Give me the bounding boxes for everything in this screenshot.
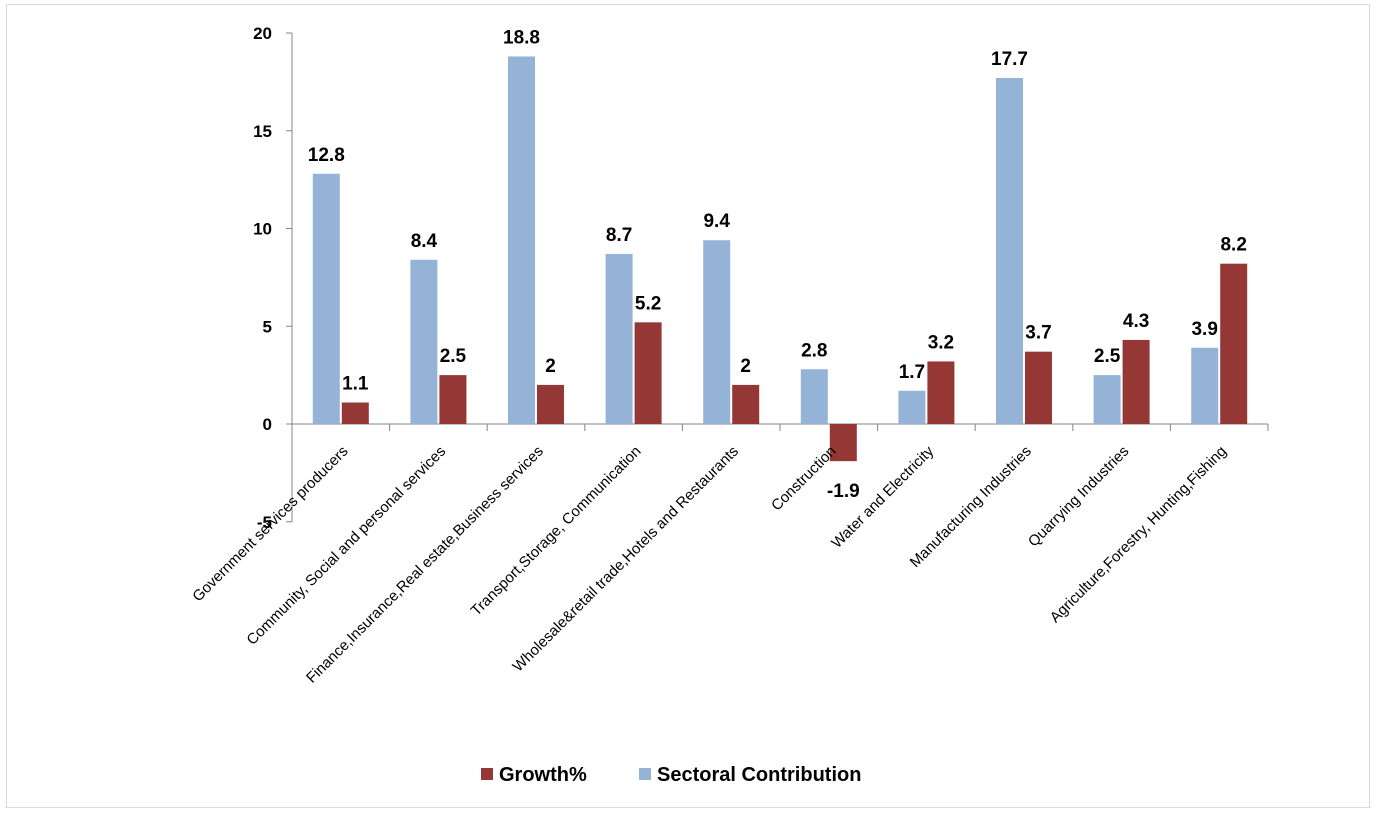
legend-swatch (639, 768, 651, 780)
y-tick-label: 15 (253, 122, 272, 141)
growth-data-label: 2.5 (440, 346, 467, 367)
sectoral-contribution-bar (898, 390, 926, 424)
growth-data-label: 3.7 (1025, 323, 1051, 344)
sectoral-contribution-data-label: 18.8 (503, 27, 540, 48)
sectoral-contribution-bar (410, 259, 438, 424)
growth-bar (1025, 351, 1052, 424)
sectoral-contribution-data-label: 8.4 (411, 231, 438, 252)
category-label: Government services producers (189, 443, 351, 605)
growth-data-label: -1.9 (827, 481, 860, 502)
category-label: Community, Social and personal services (243, 443, 449, 649)
growth-data-label: 2 (545, 356, 556, 377)
sectoral-contribution-bar (996, 77, 1023, 424)
y-tick-label: 20 (253, 24, 272, 43)
y-tick-label: 10 (253, 220, 272, 239)
growth-data-label: 5.2 (635, 293, 661, 314)
growth-bar (537, 384, 564, 424)
legend-swatch (481, 768, 493, 780)
sectoral-contribution-data-label: 8.7 (606, 225, 632, 246)
growth-bar (1220, 263, 1248, 424)
sectoral-contribution-bar (312, 173, 340, 424)
sectoral-contribution-bar (1191, 347, 1219, 424)
growth-bar (634, 322, 662, 424)
sectoral-contribution-data-label: 17.7 (991, 49, 1028, 70)
y-tick-label: 0 (263, 415, 272, 434)
legend-label: Sectoral Contribution (657, 764, 861, 786)
growth-data-label: 4.3 (1123, 311, 1149, 332)
category-label: Construction (768, 443, 840, 515)
growth-bar (927, 361, 955, 424)
growth-bar (732, 384, 760, 424)
growth-data-label: 1.1 (342, 373, 369, 394)
legend-label: Growth% (499, 764, 587, 786)
growth-data-label: 8.2 (1220, 235, 1246, 256)
sectoral-contribution-data-label: 12.8 (308, 145, 345, 166)
sectoral-contribution-bar (1093, 375, 1121, 424)
category-label: Quarrying Industries (1025, 443, 1133, 551)
growth-bar (439, 375, 467, 424)
sectoral-contribution-data-label: 2.8 (801, 340, 827, 361)
y-tick-label: 5 (263, 317, 272, 336)
sectoral-contribution-data-label: 1.7 (899, 362, 925, 383)
sectoral-contribution-data-label: 9.4 (703, 211, 730, 232)
sectoral-contribution-bar (605, 253, 633, 424)
sectoral-contribution-bar (508, 56, 535, 425)
sectoral-contribution-data-label: 3.9 (1191, 319, 1217, 340)
growth-data-label: 2 (740, 356, 751, 377)
growth-bar (1122, 339, 1150, 424)
y-tick-label: -5 (257, 513, 272, 532)
sectoral-contribution-bar (703, 240, 731, 424)
category-label: Agriculture,Forestry, Hunting,Fishing (1047, 443, 1230, 626)
sectoral-contribution-data-label: 2.5 (1094, 346, 1121, 367)
growth-bar (341, 402, 369, 424)
growth-data-label: 3.2 (928, 332, 954, 353)
category-label: Transport,Storage, Communication (468, 443, 645, 620)
sectoral-contribution-bar (800, 369, 828, 424)
category-label: Wholesale&retail trade,Hotels and Restau… (510, 443, 743, 676)
growth-bar (829, 424, 857, 462)
